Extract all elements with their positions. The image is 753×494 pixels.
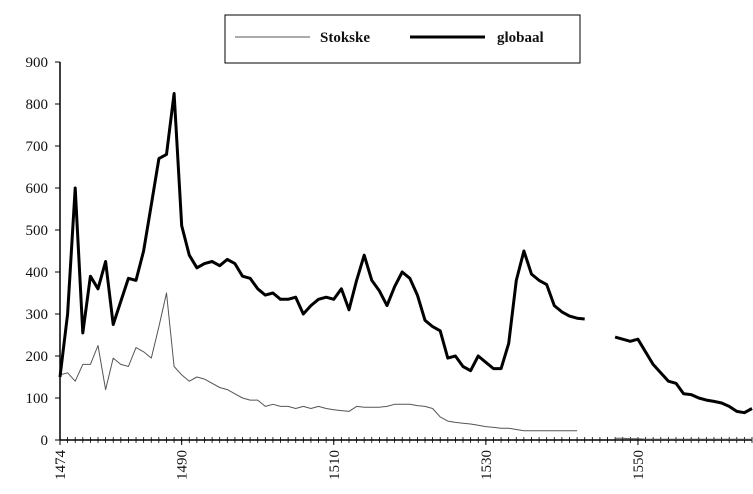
legend-box [224,14,581,64]
y-tick-label: 600 [26,181,49,197]
y-tick-label: 200 [26,349,49,365]
y-tick-label: 800 [26,97,49,113]
y-tick-label: 900 [26,55,49,71]
x-tick-label: 1550 [631,450,647,480]
x-tick-label: 1474 [53,450,69,481]
y-tick-label: 100 [26,391,49,407]
x-tick-label: 1530 [479,450,495,480]
y-tick-label: 0 [41,433,49,449]
y-tick-label: 500 [26,223,49,239]
line-series [59,292,752,440]
line-series [58,92,753,415]
legend-label: globaal [497,30,544,46]
x-tick-label: 1510 [327,450,343,480]
legend-label: Stokske [320,30,370,46]
y-tick-label: 300 [26,307,49,323]
x-tick-label: 1490 [175,450,191,480]
y-tick-label: 400 [26,265,49,281]
y-tick-label: 700 [26,139,49,155]
